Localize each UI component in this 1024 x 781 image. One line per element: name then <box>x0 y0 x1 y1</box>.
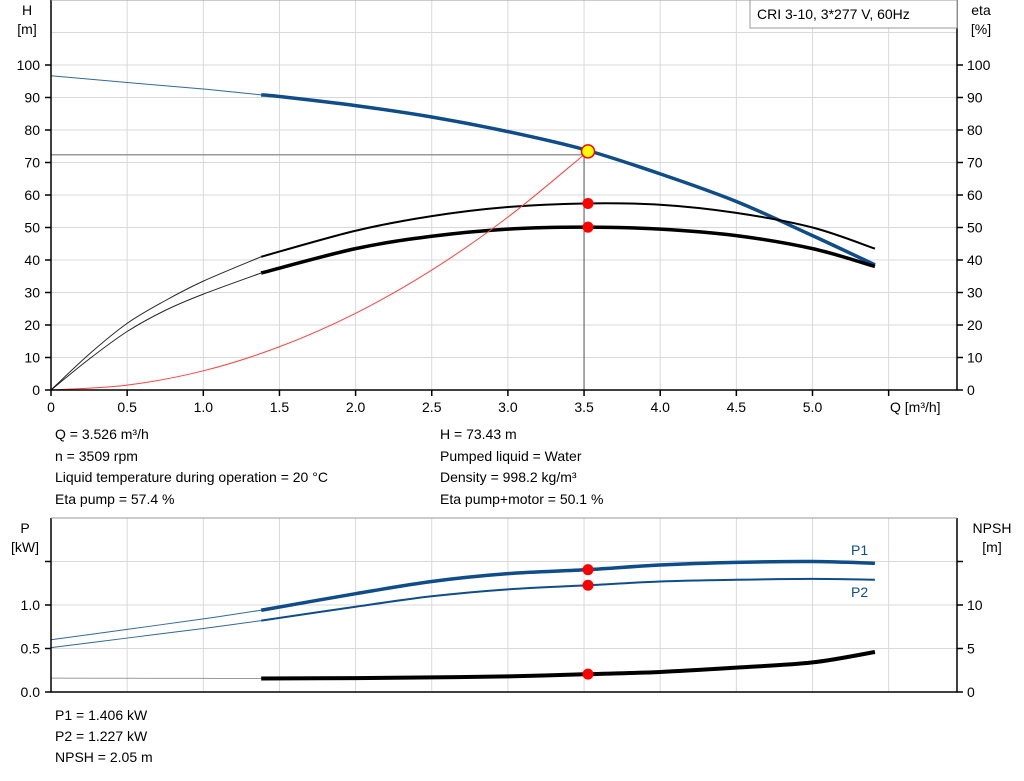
h-tick-label: 70 <box>24 155 40 171</box>
info-q: Q = 3.526 m³/h <box>55 426 149 442</box>
pump-title: CRI 3-10, 3*277 V, 60Hz <box>757 6 910 22</box>
eta-pump-motor-curve-extension <box>50 272 262 391</box>
h-tick-label: 40 <box>24 252 40 268</box>
p-tick-label: 0.5 <box>21 641 41 657</box>
q-tick-label: 1.5 <box>270 399 290 415</box>
q-tick-label: 3.0 <box>498 399 518 415</box>
p-tick-label: 1.0 <box>21 597 41 613</box>
p2-series-label: P2 <box>851 584 868 600</box>
eta-tick-label: 70 <box>967 155 983 171</box>
p2-marker <box>582 579 594 591</box>
npsh-tick-label: 10 <box>967 597 983 613</box>
p-tick-label: 0.0 <box>21 684 41 700</box>
eta-axis-unit: [%] <box>971 21 991 37</box>
info-head: H = 73.43 m <box>440 426 517 442</box>
info-speed: n = 3509 rpm <box>55 448 138 464</box>
eta-tick-label: 0 <box>967 382 975 398</box>
info-npsh: NPSH = 2.05 m <box>55 749 153 765</box>
p1-curve-extension <box>50 609 262 641</box>
p-axis-unit: [kW] <box>11 539 39 555</box>
eta-tick-label: 40 <box>967 252 983 268</box>
eta-axis-label: eta <box>971 2 991 18</box>
q-tick-label: 2.5 <box>422 399 442 415</box>
info-temperature: Liquid temperature during operation = 20… <box>55 469 328 485</box>
system-curve-curve <box>50 154 585 391</box>
eta-tick-label: 100 <box>967 57 991 73</box>
npsh-marker <box>582 668 594 680</box>
eta-pump-motor-marker <box>582 221 594 233</box>
eta-pump-motor-curve <box>260 225 876 275</box>
head-curve <box>261 93 876 267</box>
q-tick-label: 0.5 <box>117 399 137 415</box>
h-tick-label: 90 <box>24 90 40 106</box>
top-grid <box>51 0 957 390</box>
h-tick-label: 50 <box>24 220 40 236</box>
npsh-curve <box>261 650 876 681</box>
h-tick-label: 20 <box>24 317 40 333</box>
p2-curve-extension <box>50 620 262 649</box>
npsh-axis-label: NPSH <box>973 520 1012 536</box>
head-curve-extension <box>50 75 262 96</box>
p1-series-label: P1 <box>851 542 868 558</box>
p1-marker <box>582 564 594 576</box>
eta-tick-label: 60 <box>967 187 983 203</box>
h-tick-label: 80 <box>24 122 40 138</box>
pump-title-box <box>749 0 958 29</box>
h-tick-label: 0 <box>32 382 40 398</box>
q-tick-label: 4.0 <box>650 399 670 415</box>
info-liquid: Pumped liquid = Water <box>440 448 582 464</box>
q-tick-label: 2.0 <box>346 399 366 415</box>
operating-point-marker <box>580 144 596 159</box>
eta-pump-marker <box>582 197 594 209</box>
q-tick-label: 0 <box>47 399 55 415</box>
q-tick-label: 1.0 <box>194 399 214 415</box>
q-tick-label: 3.5 <box>574 399 594 415</box>
q-tick-label: 4.5 <box>727 399 747 415</box>
bottom-curves <box>50 559 876 681</box>
h-tick-label: 100 <box>17 57 41 73</box>
axes <box>45 0 963 693</box>
info-p2: P2 = 1.227 kW <box>55 728 148 744</box>
npsh-tick-label: 0 <box>967 684 975 700</box>
info-eta-pump: Eta pump = 57.4 % <box>55 491 174 507</box>
bottom-grid <box>51 518 957 692</box>
eta-tick-label: 30 <box>967 285 983 301</box>
eta-tick-label: 80 <box>967 122 983 138</box>
info-density: Density = 998.2 kg/m³ <box>440 469 577 485</box>
eta-tick-label: 20 <box>967 317 983 333</box>
p2-curve <box>261 577 875 622</box>
h-tick-label: 30 <box>24 285 40 301</box>
h-tick-label: 10 <box>24 350 40 366</box>
top-curves <box>50 75 876 391</box>
eta-tick-label: 90 <box>967 90 983 106</box>
q-axis-label: Q [m³/h] <box>890 399 941 415</box>
eta-tick-label: 10 <box>967 350 983 366</box>
info-eta-pump-motor: Eta pump+motor = 50.1 % <box>440 491 603 507</box>
h-tick-label: 60 <box>24 187 40 203</box>
p-axis-label: P <box>20 520 29 536</box>
h-axis-unit: [m] <box>17 21 36 37</box>
info-p1: P1 = 1.406 kW <box>55 707 148 723</box>
npsh-axis-unit: [m] <box>982 539 1001 555</box>
npsh-tick-label: 5 <box>967 641 975 657</box>
h-axis-label: H <box>22 2 32 18</box>
eta-pump-curve-extension <box>50 256 262 391</box>
q-tick-label: 5.0 <box>803 399 823 415</box>
eta-tick-label: 50 <box>967 220 983 236</box>
